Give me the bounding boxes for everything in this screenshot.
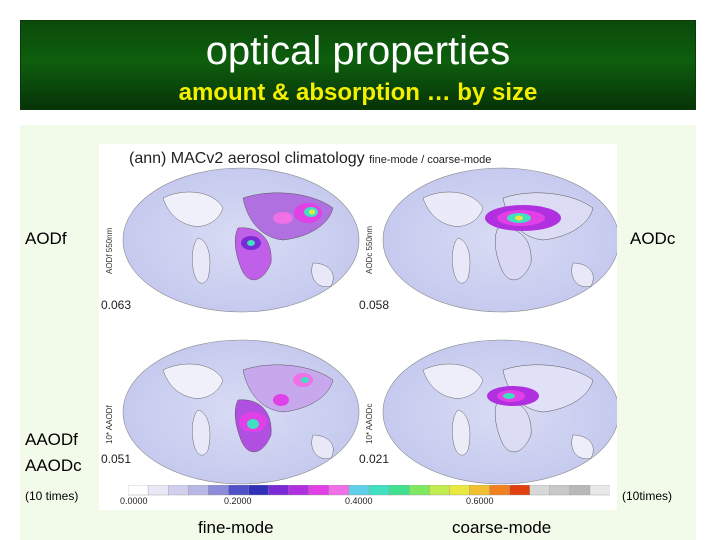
aerosol-map-figure: (ann) MACv2 aerosol climatology fine-mod… <box>99 144 617 510</box>
title-banner: optical properties amount & absorption …… <box>20 20 696 110</box>
colorbar-segment <box>348 484 370 496</box>
axis-label-aodf: AODf 550nm <box>105 227 114 274</box>
figure-title: (ann) MACv2 aerosol climatology fine-mod… <box>129 150 491 168</box>
colorbar-segment <box>569 484 591 496</box>
colorbar-segment <box>509 484 531 496</box>
colorbar-segment <box>288 484 310 496</box>
colorbar-segment <box>248 484 270 496</box>
label-aodc: AODc <box>630 229 676 248</box>
slide-title: optical properties <box>205 29 511 73</box>
axis-label-aaodc: 10* AAODc <box>365 403 374 444</box>
value-aaodf: 0.051 <box>101 452 132 466</box>
colorbar-tick-1: 0.2000 <box>224 496 252 506</box>
axis-label-aodc: AODc 550nm <box>365 225 374 274</box>
label-ten-times-right: (10times) <box>622 489 673 503</box>
colorbar-segment <box>208 484 230 496</box>
label-aaodf: AAODf <box>25 430 78 449</box>
colorbar-strip <box>127 484 611 496</box>
colorbar-segment <box>388 484 410 496</box>
label-aodf: AODf <box>25 229 67 248</box>
globe-aaodf <box>122 339 360 485</box>
slide-subtitle: amount & absorption … by size <box>178 79 538 106</box>
colorbar-segment <box>328 484 350 496</box>
globe-maps <box>122 167 617 485</box>
label-aaodc: AAODc <box>25 456 82 475</box>
colorbar-segment <box>408 484 430 496</box>
colorbar-segment <box>489 484 511 496</box>
figure-title-sub: fine-mode / coarse-mode <box>369 154 492 166</box>
label-ten-times-left: (10 times) <box>25 489 79 503</box>
colorbar-segment <box>147 484 169 496</box>
value-aaodc: 0.021 <box>359 452 390 466</box>
colorbar <box>127 484 611 508</box>
globe-aodf <box>122 167 360 313</box>
colorbar-tick-3: 0.6000 <box>466 496 494 506</box>
colorbar-segment <box>529 484 551 496</box>
globe-aaodc <box>382 339 617 485</box>
figure-title-main: (ann) MACv2 aerosol climatology <box>129 150 365 167</box>
colorbar-segment <box>188 484 210 496</box>
colorbar-segment <box>429 484 451 496</box>
axis-label-aaodf: 10* AAODf <box>105 405 114 444</box>
colorbar-segment <box>167 484 189 496</box>
colorbar-segment <box>268 484 290 496</box>
label-coarse-mode: coarse-mode <box>452 518 552 537</box>
colorbar-segment <box>449 484 471 496</box>
colorbar-segment <box>308 484 330 496</box>
value-aodf: 0.063 <box>101 298 132 312</box>
colorbar-segment <box>127 484 149 496</box>
colorbar-segment <box>469 484 491 496</box>
value-aodc: 0.058 <box>359 298 390 312</box>
colorbar-segment <box>228 484 250 496</box>
colorbar-segment <box>368 484 390 496</box>
globe-aodc <box>382 167 617 313</box>
colorbar-segment <box>549 484 571 496</box>
colorbar-tick-2: 0.4000 <box>345 496 373 506</box>
colorbar-tick-0: 0.0000 <box>120 496 148 506</box>
colorbar-segment <box>589 484 611 496</box>
label-fine-mode: fine-mode <box>198 518 274 537</box>
